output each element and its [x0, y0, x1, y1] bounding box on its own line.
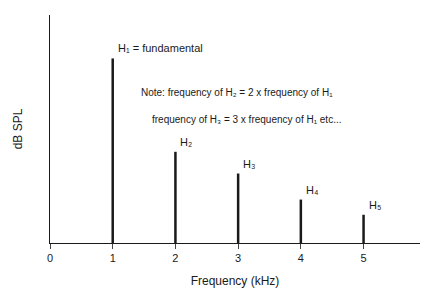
svg-text:H₂: H₂	[180, 136, 192, 148]
svg-text:Frequency (kHz): Frequency (kHz)	[191, 274, 280, 288]
svg-text:4: 4	[298, 252, 304, 264]
svg-text:3: 3	[235, 252, 241, 264]
svg-text:H₄: H₄	[306, 184, 319, 196]
svg-text:2: 2	[172, 252, 178, 264]
svg-text:dB SPL: dB SPL	[11, 108, 25, 149]
svg-text:1: 1	[110, 252, 116, 264]
svg-text:H₃: H₃	[243, 158, 255, 170]
svg-text:Note: frequency of H₂ = 2 x fr: Note: frequency of H₂ = 2 x frequency of…	[141, 87, 333, 98]
svg-text:0: 0	[47, 252, 53, 264]
svg-text:H₅: H₅	[369, 199, 381, 211]
svg-text:H₁ = fundamental: H₁ = fundamental	[118, 42, 203, 54]
svg-text:frequency of H₃ = 3 x frequenc: frequency of H₃ = 3 x frequency of H₁ et…	[152, 114, 341, 125]
svg-text:5: 5	[360, 252, 366, 264]
